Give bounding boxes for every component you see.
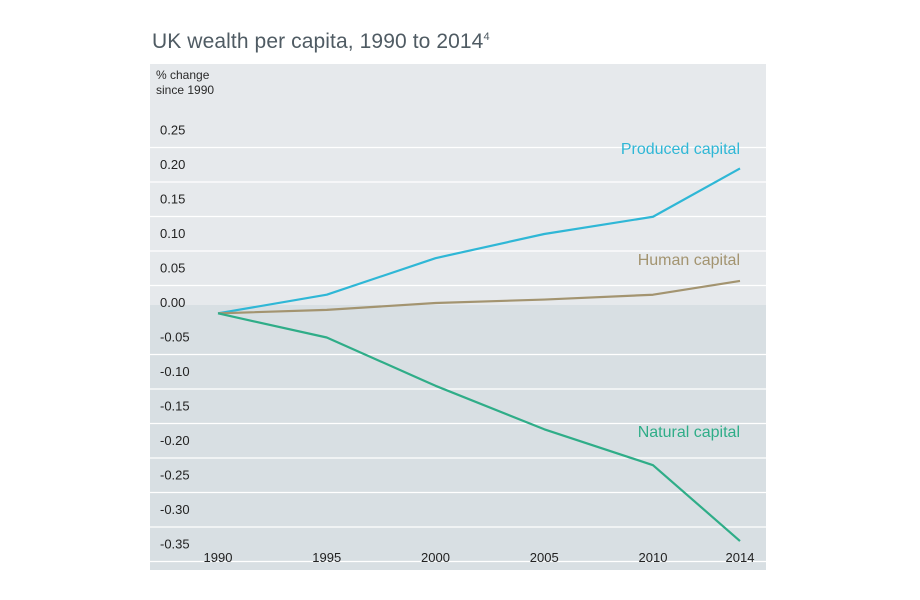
series-label-natural: Natural capital (638, 424, 740, 441)
series-label-produced: Produced capital (621, 141, 740, 158)
y-tick-label: 0.00 (160, 295, 185, 310)
series-label-human: Human capital (638, 252, 740, 269)
y-tick-label: -0.25 (160, 468, 190, 483)
x-tick-label: 1995 (312, 550, 341, 565)
panel-positive (150, 64, 766, 305)
chart-title: UK wealth per capita, 1990 to 20144 (152, 30, 490, 54)
x-tick-label: 2010 (639, 550, 668, 565)
y-tick-label: -0.05 (160, 330, 190, 345)
y-tick-label: -0.35 (160, 537, 190, 552)
y-axis-label: % change since 1990 (156, 68, 214, 98)
y-tick-label: -0.10 (160, 364, 190, 379)
y-tick-label: -0.15 (160, 399, 190, 414)
x-tick-label: 2000 (421, 550, 450, 565)
series-line-produced (217, 167, 741, 315)
title-footnote: 4 (483, 31, 490, 43)
series-line-natural (217, 312, 741, 542)
chart-svg: 0.25 0.20 0.15 0.10 0.05 0.00 -0.05 -0.10 -0.15 -… (150, 64, 766, 570)
y-tick-label: -0.20 (160, 433, 190, 448)
x-tick-label: 2005 (530, 550, 559, 565)
y-tick-label: 0.05 (160, 261, 185, 276)
chart-area: 0.25 0.20 0.15 0.10 0.05 0.00 -0.05 -0.10 -0.15 -… (150, 64, 766, 570)
y-tick-label: 0.15 (160, 192, 185, 207)
y-tick-label: 0.10 (160, 226, 185, 241)
y-tick-label: 0.25 (160, 123, 185, 138)
series-line-human (217, 279, 741, 315)
y-tick-label: -0.30 (160, 502, 190, 517)
x-tick-label: 1990 (204, 550, 233, 565)
y-tick-label: 0.20 (160, 157, 185, 172)
x-tick-label: 2014 (726, 550, 755, 565)
y-axis-label-line1: % change (156, 68, 210, 82)
panel-negative (150, 305, 766, 570)
chart-title-text: UK wealth per capita, 1990 to 2014 (152, 30, 484, 53)
y-axis-label-line2: since 1990 (156, 83, 215, 97)
